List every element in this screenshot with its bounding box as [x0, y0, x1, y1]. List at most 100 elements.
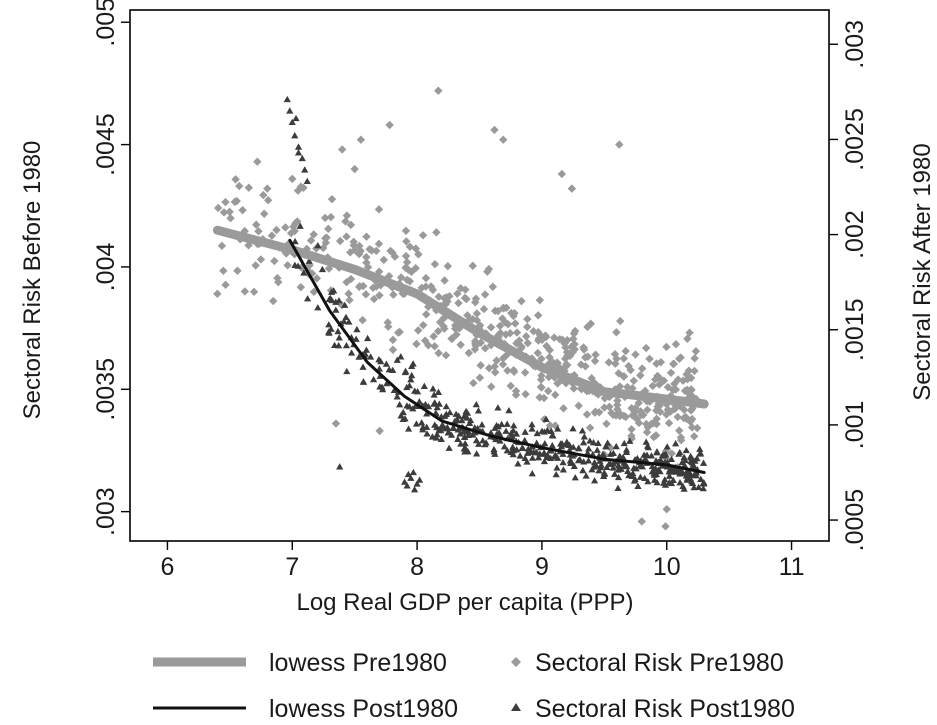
pre1980-point [642, 419, 651, 429]
pre1980-point [335, 236, 345, 246]
pre1980-point [652, 406, 661, 415]
post1980-point [410, 486, 419, 493]
pre1980-point [615, 382, 625, 391]
post1980-point [680, 453, 688, 461]
post1980-point [694, 483, 703, 490]
post1980-point [521, 436, 529, 444]
pre1980-point [232, 196, 241, 206]
pre1980-point [440, 276, 449, 285]
pre1980-point [659, 376, 669, 385]
post1980-point [291, 237, 299, 245]
pre1980-point [469, 378, 478, 388]
pre1980-point [692, 423, 702, 433]
post1980-point [438, 423, 446, 430]
right-y-tick-label: .0005 [841, 489, 869, 552]
post1980-point [689, 456, 697, 463]
pre1980-point [505, 328, 515, 338]
pre1980-point [536, 375, 546, 384]
post1980-point [460, 445, 468, 452]
pre1980-point [590, 378, 599, 387]
pre1980-point [686, 373, 696, 383]
post1980-point [686, 471, 694, 478]
right-y-tick-label: .0015 [841, 298, 869, 361]
post1980-point [665, 478, 674, 486]
pre1980-point [252, 220, 261, 229]
post1980-point [549, 432, 557, 439]
pre1980-point [517, 296, 526, 306]
post1980-point [353, 325, 361, 333]
pre1980-point [591, 350, 600, 359]
post1980-point [462, 428, 470, 435]
post1980-point [589, 439, 598, 446]
pre1980-point [561, 379, 571, 388]
post1980-point [415, 476, 424, 483]
pre1980-point [587, 374, 596, 383]
post1980-point [669, 476, 677, 483]
left-y-tick-label: .005 [92, 0, 120, 47]
post1980-point [424, 402, 433, 410]
post1980-point [431, 399, 439, 406]
post1980-point [616, 453, 625, 461]
pre1980-point [645, 354, 654, 364]
post1980-point [622, 448, 631, 456]
post1980-point [433, 430, 441, 438]
post1980-point [528, 420, 536, 428]
pre1980-point [656, 357, 666, 367]
post1980-point [533, 429, 541, 437]
pre1980-point [643, 423, 652, 432]
post1980-point [626, 437, 634, 444]
pre1980-point [627, 434, 636, 443]
post1980-point [325, 321, 333, 328]
post1980-point [429, 385, 437, 392]
post1980-point [602, 443, 610, 450]
post1980-point [475, 440, 483, 447]
post1980-point [512, 430, 521, 437]
pre1980-point [402, 275, 412, 285]
post1980-point [643, 451, 651, 459]
pre1980-point [434, 292, 443, 301]
pre1980-point [495, 321, 505, 331]
post1980-point [614, 473, 623, 481]
pre1980-point [244, 241, 253, 250]
post1980-point [632, 465, 640, 472]
pre1980-point [443, 261, 453, 271]
post1980-point [359, 363, 367, 370]
post1980-point [609, 464, 617, 471]
pre1980-point [374, 239, 384, 249]
pre1980-point [404, 265, 413, 274]
post1980-point [558, 440, 566, 447]
post1980-point [343, 367, 351, 375]
post1980-point [552, 470, 560, 478]
post1980-point [672, 440, 680, 447]
pre1980-point [299, 183, 308, 192]
post1980-point [696, 450, 704, 457]
pre1980-point [653, 402, 662, 411]
pre1980-point [369, 294, 379, 304]
post1980-point [304, 295, 312, 302]
post1980-point [407, 474, 415, 481]
post1980-point [451, 417, 459, 424]
pre1980-point [516, 343, 526, 353]
post1980-point [634, 482, 642, 489]
pre1980-point [342, 211, 352, 220]
post1980-point [496, 437, 504, 444]
pre1980-point [545, 421, 555, 430]
pre1980-point [553, 359, 562, 368]
pre1980-point [470, 345, 480, 354]
pre1980-point [638, 364, 647, 373]
pre1980-point [263, 184, 272, 193]
pre1980-point [542, 341, 551, 351]
legend: lowess Pre1980 Sectoral Risk Pre1980 low… [153, 649, 795, 723]
pre1980-point [675, 426, 684, 435]
pre1980-point [510, 309, 519, 318]
pre1980-point [512, 339, 521, 348]
post1980-point [571, 474, 579, 481]
pre1980-point [576, 360, 586, 369]
post1980-point [498, 420, 506, 428]
pre1980-point [545, 345, 554, 355]
post1980-point [294, 149, 303, 156]
post1980-point [437, 426, 445, 434]
legend-swatch-post1980-triangle [511, 703, 521, 711]
pre1980-point [539, 393, 549, 403]
pre1980-point [567, 342, 576, 352]
